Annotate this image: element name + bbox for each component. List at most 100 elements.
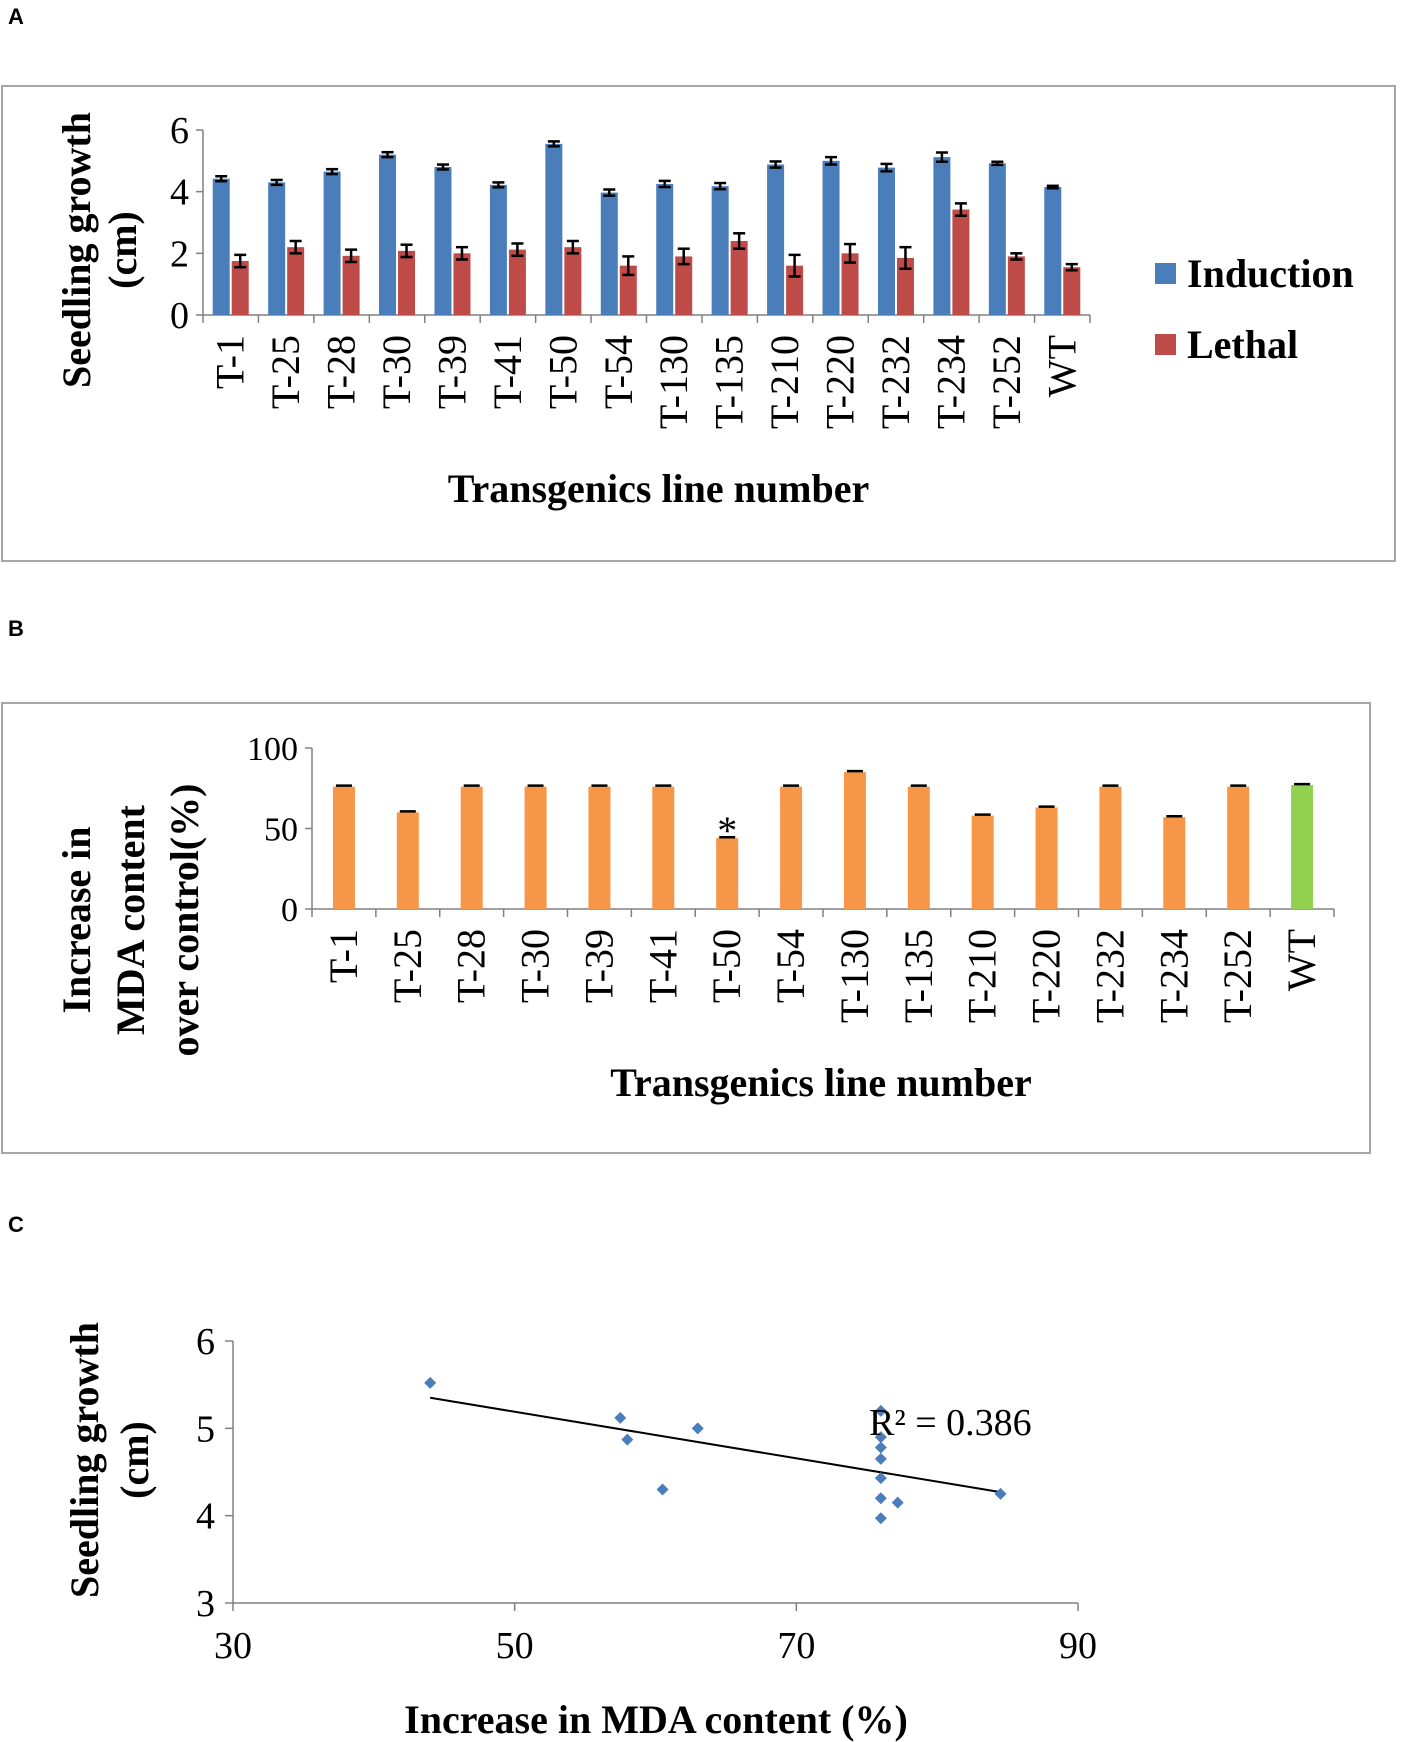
chart-c-point-6 — [874, 1431, 887, 1444]
chart-a-bar-induction-t-135 — [711, 186, 729, 315]
chart-b-bar-t-234 — [1163, 817, 1186, 909]
chart-b-bar-t-232 — [1099, 786, 1122, 909]
chart-b-y-tick-label: 50 — [264, 812, 298, 849]
chart-a-bar-induction-t-220 — [822, 160, 840, 315]
chart-a-x-tick-label-t-210: T-210 — [762, 335, 807, 429]
chart-a-bar-lethal-t-232 — [896, 257, 914, 315]
chart-b-x-tick-label-t-25: T-25 — [385, 929, 430, 1003]
chart-a-x-tick-label-t-220: T-220 — [818, 335, 863, 429]
chart-c-y-axis-title: Seedling growth (cm) — [62, 1322, 157, 1598]
chart-a-bar-lethal-t-234 — [952, 209, 970, 315]
chart-b-x-tick-label-t-232: T-232 — [1087, 929, 1132, 1023]
chart-a-x-tick-label-t-232: T-232 — [873, 335, 918, 429]
chart-b-y-tick-label: 100 — [247, 731, 298, 768]
panel-label-a: A — [8, 4, 24, 29]
chart-a-bar-induction-t-252 — [988, 163, 1006, 315]
chart-b-x-tick-label-t-234: T-234 — [1151, 929, 1196, 1023]
chart-a-bar-induction-t-28 — [323, 171, 341, 315]
chart-a-bar-lethal-t-39 — [453, 253, 471, 315]
chart-a-x-tick-label-wt: WT — [1039, 335, 1084, 397]
chart-a-y-tick-label: 2 — [170, 233, 189, 275]
chart-a-y-axis-title-line: Seedling growth — [54, 112, 99, 388]
chart-b-x-tick-label-wt: WT — [1279, 929, 1324, 991]
chart-b-significance-marker: * — [717, 808, 737, 853]
chart-c-y-tick-label: 5 — [196, 1408, 215, 1450]
chart-a-x-tick-label-t-135: T-135 — [707, 335, 752, 429]
chart-c-point-2 — [621, 1433, 634, 1446]
chart-c-trendline — [430, 1396, 1001, 1494]
chart-b-x-tick-label-t-252: T-252 — [1215, 929, 1260, 1023]
chart-a-bar-lethal-t-30 — [398, 250, 416, 315]
chart-a-bar-lethal-t-25 — [287, 247, 305, 315]
chart-c-point-0 — [424, 1376, 437, 1389]
chart-c-point-1 — [614, 1411, 627, 1424]
chart-c-point-3 — [656, 1483, 669, 1496]
chart-a-bar-lethal-t-28 — [342, 255, 360, 315]
chart-c-point-7 — [874, 1441, 887, 1454]
chart-a-bar-lethal-t-210 — [786, 265, 804, 315]
chart-a-bar-lethal-t-252 — [1007, 256, 1025, 315]
chart-a-bar-induction-t-41 — [489, 184, 507, 315]
chart-a-x-tick-label-t-234: T-234 — [928, 335, 973, 429]
chart-c-point-9 — [874, 1472, 887, 1485]
chart-b-x-tick-label-t-39: T-39 — [576, 929, 621, 1003]
chart-a-x-tick-label-t-28: T-28 — [319, 335, 364, 409]
chart-a-bar-induction-t-130 — [656, 183, 674, 315]
chart-c-x-tick-label: 90 — [1059, 1625, 1097, 1667]
chart-a-bar-induction-t-234 — [933, 157, 951, 315]
chart-a-bar-induction-t-210 — [767, 164, 785, 315]
chart-b-bar-t-25 — [396, 812, 419, 909]
chart-c-point-4 — [691, 1422, 704, 1435]
chart-a-legend-label-induction: Induction — [1187, 251, 1354, 296]
chart-a-x-tick-label-t-39: T-39 — [429, 335, 474, 409]
panel-label-c: C — [8, 1212, 24, 1237]
chart-b-bar-t-1 — [332, 786, 355, 909]
chart-c-y-tick-label: 3 — [196, 1583, 215, 1625]
chart-a-legend-swatch-lethal — [1155, 334, 1176, 355]
chart-a-y-tick-label: 4 — [170, 172, 189, 214]
chart-b-bar-t-30 — [524, 786, 547, 909]
chart-b-y-axis-title-line: over control(%) — [162, 784, 207, 1057]
chart-a-x-tick-label-t-30: T-30 — [374, 335, 419, 409]
chart-a-bar-lethal-wt — [1063, 267, 1081, 315]
chart-a-bar-induction-wt — [1044, 187, 1062, 315]
chart-a-bar-lethal-t-1 — [231, 261, 249, 315]
chart-a-bar-lethal-t-220 — [841, 253, 859, 315]
chart-b-bar-t-210 — [971, 815, 994, 909]
chart-a-y-axis-title: Seedling growth(cm) — [54, 112, 145, 388]
chart-a-legend-label-lethal: Lethal — [1187, 322, 1298, 367]
chart-c-x-tick-label: 70 — [777, 1625, 815, 1667]
chart-b-bar-t-130 — [843, 772, 866, 909]
chart-b-x-tick-label-t-54: T-54 — [768, 929, 813, 1003]
chart-b-x-tick-label-t-210: T-210 — [960, 929, 1005, 1023]
chart-a-x-tick-label-t-41: T-41 — [485, 335, 530, 409]
chart-a-bar-lethal-t-54 — [619, 265, 637, 315]
chart-a-x-tick-label-t-130: T-130 — [651, 335, 696, 429]
chart-b-x-tick-label-t-220: T-220 — [1024, 929, 1069, 1023]
chart-b-bar-t-135 — [907, 786, 930, 909]
chart-b-x-tick-label-t-1: T-1 — [321, 929, 366, 983]
chart-c-x-axis-title: Increase in MDA content (%) — [404, 1697, 908, 1742]
chart-c-point-12 — [891, 1496, 904, 1509]
chart-c-point-5 — [874, 1404, 887, 1417]
chart-a-bar-induction-t-39 — [434, 167, 452, 315]
chart-b-bar-wt — [1291, 785, 1314, 909]
chart-a-y-axis-title-line: (cm) — [100, 211, 145, 289]
chart-c-r2-label: R² = 0.386 — [869, 1402, 1032, 1444]
chart-c: 3 4 5 6 30 50 70 90 R² = 0.386 Increase in MDA co… — [62, 1321, 1097, 1742]
chart-b-x-tick-label-t-50: T-50 — [704, 929, 749, 1003]
chart-b-x-axis-title: Transgenics line number — [610, 1060, 1032, 1105]
chart-a-x-tick-label-t-50: T-50 — [540, 335, 585, 409]
chart-c-x-tick-label: 50 — [496, 1625, 534, 1667]
chart-b-bar-t-50 — [716, 838, 739, 909]
panel-label-b: B — [8, 616, 24, 641]
chart-a-bar-lethal-t-41 — [508, 249, 526, 315]
chart-a-x-tick-label-t-25: T-25 — [263, 335, 308, 409]
chart-a: 0 2 4 6 T-1 T-25 T-28 T-30 T-39 T-41 T-50 T-54 T-130… — [54, 110, 1354, 511]
chart-b-bar-t-28 — [460, 786, 483, 909]
chart-b: 0 50 100 T-1 T-25 T-28 T-30 T-39 T-41 T-50 T-54 T-1… — [54, 731, 1335, 1105]
chart-b-frame — [1, 702, 1371, 1154]
chart-a-bar-induction-t-1 — [212, 178, 230, 315]
chart-c-y-tick-label: 6 — [196, 1321, 215, 1363]
